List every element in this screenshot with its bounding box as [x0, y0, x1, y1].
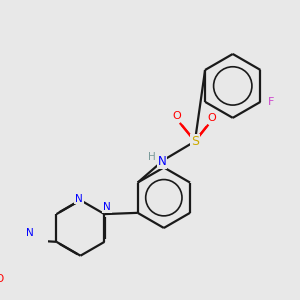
Text: O: O: [172, 111, 181, 121]
Text: F: F: [268, 97, 274, 107]
Text: N: N: [75, 194, 83, 203]
Text: N: N: [103, 202, 111, 212]
Text: S: S: [191, 135, 199, 148]
Text: N: N: [158, 155, 167, 168]
Text: O: O: [0, 274, 3, 284]
Text: O: O: [207, 113, 216, 123]
Text: N: N: [26, 228, 34, 239]
Text: H: H: [148, 152, 156, 161]
